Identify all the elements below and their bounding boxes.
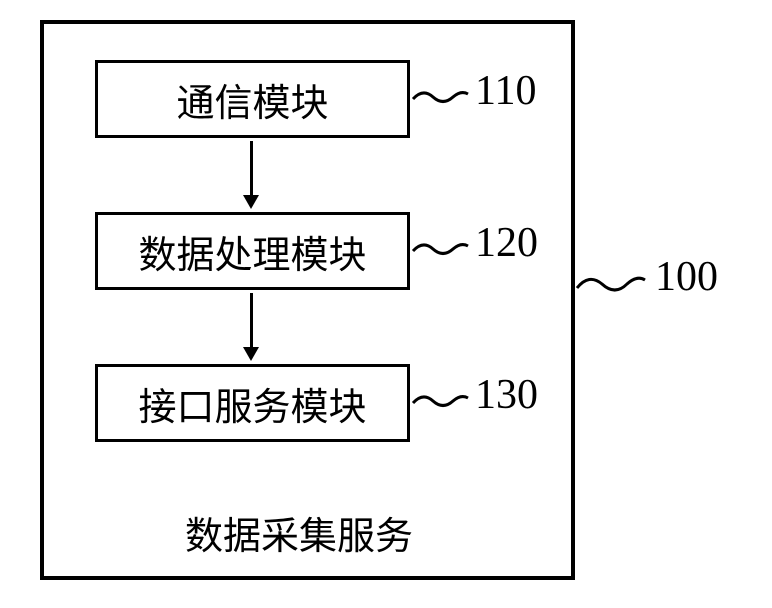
- module-1-label: 通信模块: [176, 72, 328, 127]
- ref-110: 110: [475, 67, 536, 115]
- module-2-label: 数据处理模块: [138, 224, 366, 279]
- leader-110: [413, 84, 473, 114]
- arrow-2-head: [243, 347, 259, 361]
- leader-120: [413, 236, 473, 266]
- arrow-1-head: [243, 195, 259, 209]
- leader-100: [577, 268, 652, 306]
- ref-130: 130: [475, 371, 538, 419]
- arrow-2-line: [250, 293, 253, 349]
- diagram-caption: 数据采集服务: [185, 505, 413, 560]
- arrow-1-line: [250, 141, 253, 197]
- ref-100: 100: [655, 253, 718, 301]
- ref-120: 120: [475, 219, 538, 267]
- module-box-2: 数据处理模块: [95, 212, 410, 290]
- module-3-label: 接口服务模块: [138, 376, 366, 431]
- module-box-3: 接口服务模块: [95, 364, 410, 442]
- leader-130: [413, 388, 473, 418]
- module-box-1: 通信模块: [95, 60, 410, 138]
